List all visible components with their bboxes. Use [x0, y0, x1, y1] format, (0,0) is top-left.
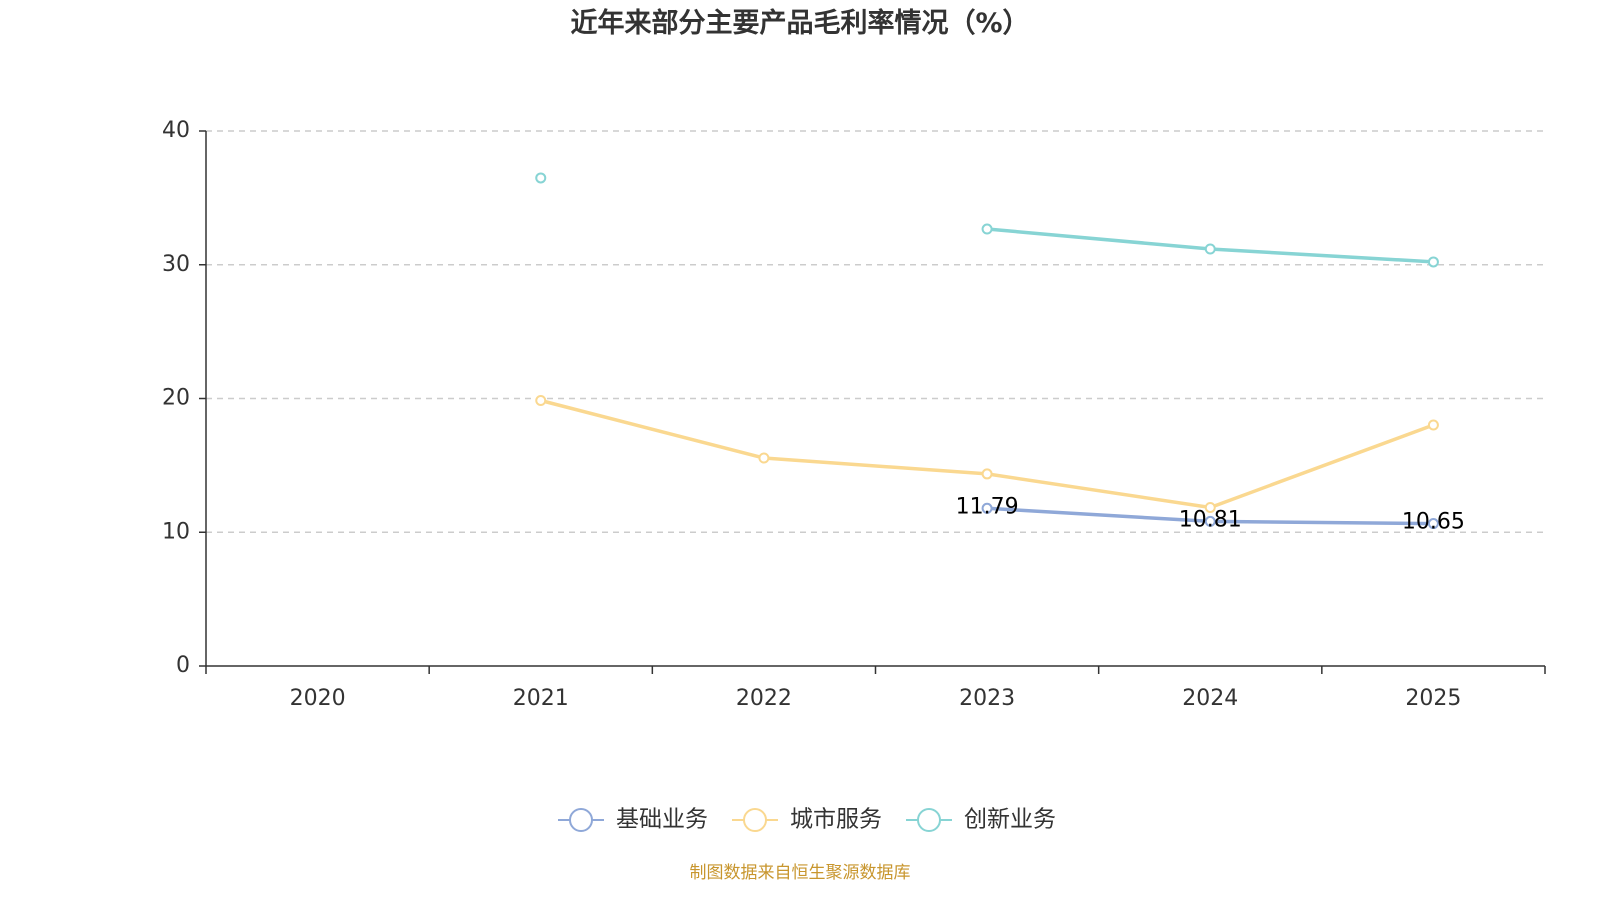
x-tick-label: 2023: [959, 686, 1015, 711]
x-tick-label: 2025: [1405, 686, 1461, 711]
source-note: 制图数据来自恒生聚源数据库: [690, 863, 911, 883]
gridlines: [206, 130, 1545, 533]
series-0-point: [1427, 518, 1439, 530]
legend-label: 创新业务: [964, 807, 1056, 833]
series-2-point: [981, 223, 993, 235]
y-tick-label: 0: [176, 653, 190, 678]
x-tick-label: 2021: [513, 686, 569, 711]
series-1-point: [1204, 502, 1216, 514]
chart-title: 近年来部分主要产品毛利率情况（%）: [570, 7, 1029, 39]
axes: 0 10 20 30 40 2020 2021 2022 2023 2024 2025: [162, 118, 1546, 711]
legend-item-2[interactable]: 创新业务: [906, 807, 1056, 833]
legend-circle-icon: [743, 808, 767, 832]
legend-circle-icon: [917, 808, 941, 832]
y-tick-label: 40: [162, 118, 190, 143]
series-0-point: [981, 502, 993, 514]
y-tick-label: 30: [162, 252, 190, 277]
series-0-data-label: 11.79: [956, 494, 1019, 519]
series-1-point: [1427, 419, 1439, 431]
legend-item-1[interactable]: 城市服务: [732, 807, 882, 833]
series-0-point: [1204, 515, 1216, 527]
y-tick-label: 20: [162, 386, 190, 411]
legend: 基础业务 城市服务 创新业务: [558, 807, 1056, 833]
legend-label: 城市服务: [790, 807, 882, 833]
series-1-point: [981, 468, 993, 480]
series-1-point: [758, 452, 770, 464]
legend-label: 基础业务: [616, 807, 708, 833]
legend-circle-icon: [569, 808, 593, 832]
data-labels: 11.79 10.81 10.65: [956, 494, 1465, 534]
series-0-data-label: 10.81: [1179, 507, 1242, 532]
x-tick-label: 2024: [1182, 686, 1238, 711]
series-2-point: [535, 172, 547, 184]
x-tick-label: 2020: [290, 686, 346, 711]
y-tick-label: 10: [162, 519, 190, 544]
series-1-line: [539, 398, 1436, 510]
series-0-data-label: 10.65: [1402, 510, 1465, 535]
series-1-point: [535, 395, 547, 407]
legend-item-0[interactable]: 基础业务: [558, 807, 708, 833]
series-2-point: [1427, 256, 1439, 268]
series-2-point: [1204, 243, 1216, 255]
series-group: [535, 172, 1439, 530]
x-tick-label: 2022: [736, 686, 792, 711]
